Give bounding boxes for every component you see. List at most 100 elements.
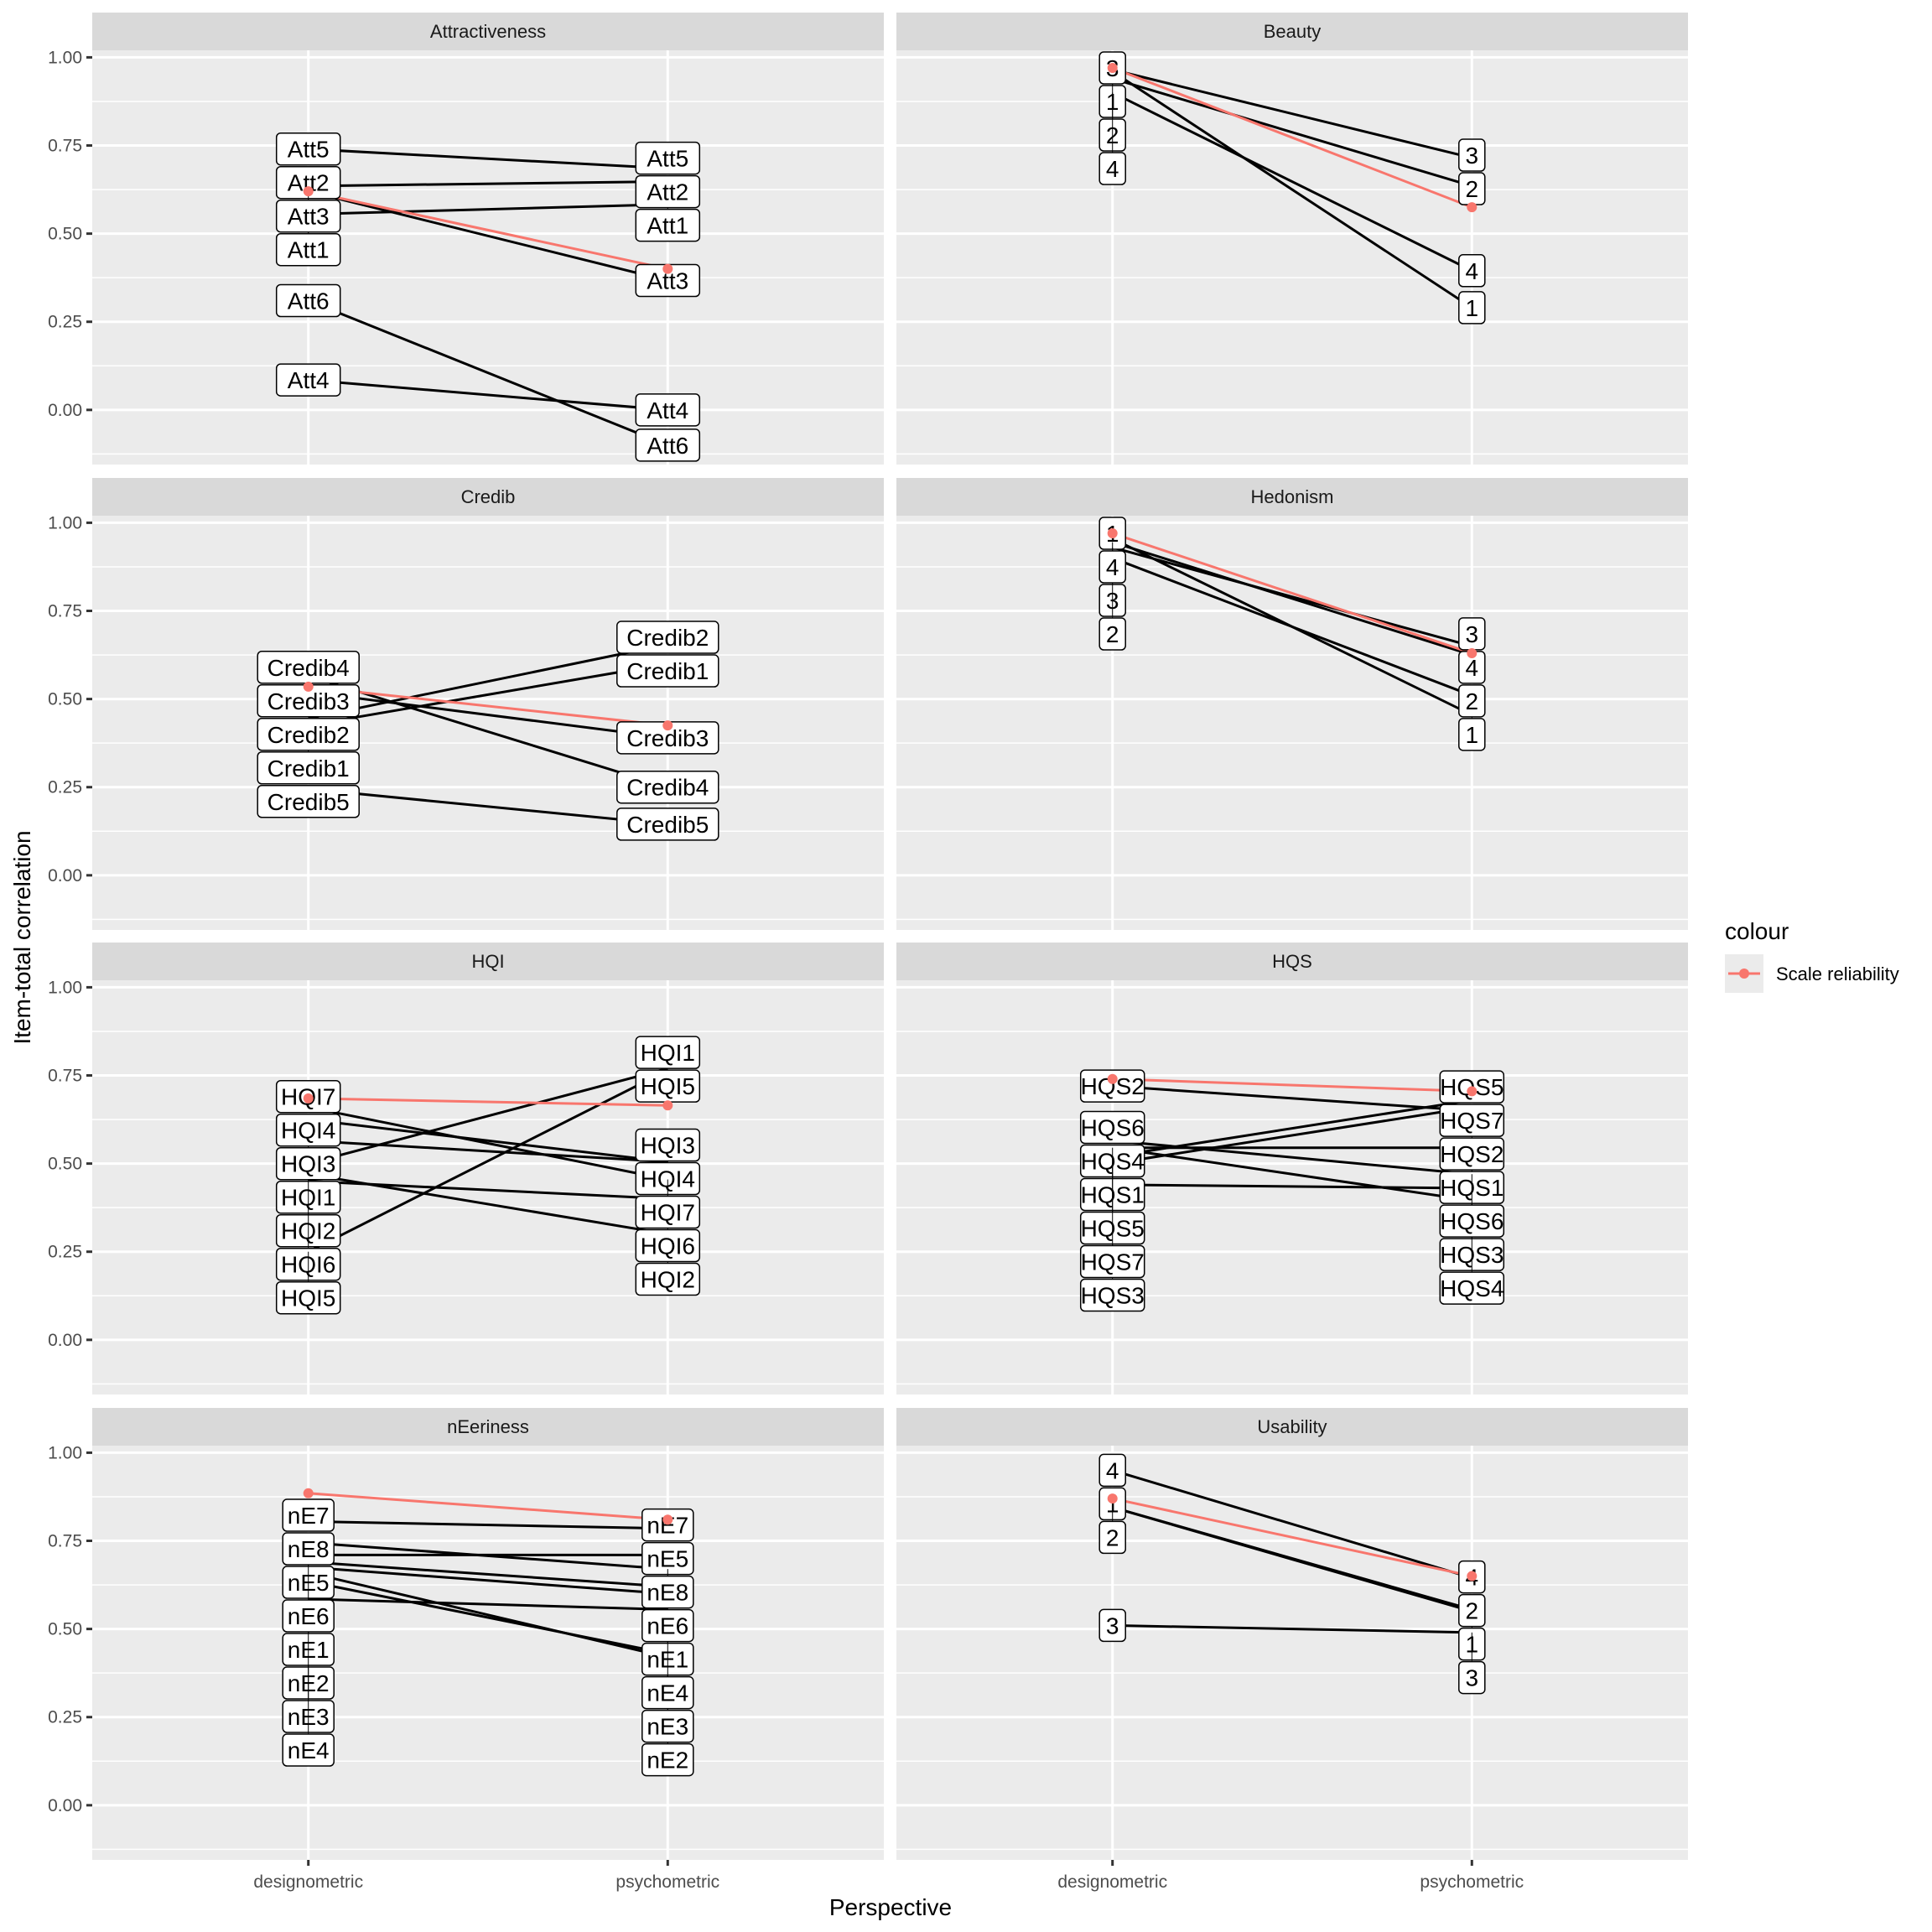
reliability-line bbox=[1112, 1078, 1472, 1093]
item-line-4 bbox=[1112, 1468, 1472, 1580]
item-label-box: Att2 bbox=[275, 165, 341, 200]
item-label-text: HQI7 bbox=[641, 1200, 695, 1226]
item-label-text: Credib2 bbox=[626, 625, 709, 651]
facet-strip bbox=[92, 13, 884, 50]
item-label-box: nE7 bbox=[641, 1508, 694, 1542]
item-label-box: nE4 bbox=[641, 1675, 694, 1710]
label-box-background bbox=[616, 654, 719, 688]
item-label-box: 2 bbox=[1098, 1520, 1126, 1555]
label-box-background bbox=[1458, 718, 1486, 751]
item-label-text: Att2 bbox=[647, 179, 688, 205]
item-label-text: HQI3 bbox=[281, 1151, 335, 1177]
item-label-box: 2 bbox=[1458, 172, 1486, 205]
item-label-box: 3 bbox=[1458, 138, 1486, 172]
item-label-box: nE5 bbox=[641, 1541, 694, 1576]
item-line-hqi5 bbox=[308, 1068, 668, 1254]
legend: colour Scale reliability bbox=[1725, 918, 1899, 993]
reliability-point bbox=[1107, 528, 1118, 539]
facet-strip-title: Beauty bbox=[1264, 21, 1322, 42]
legend-key-point bbox=[1739, 969, 1749, 979]
item-label-box: nE8 bbox=[641, 1575, 694, 1609]
item-line-ne1 bbox=[308, 1566, 668, 1596]
reliability-line bbox=[308, 1492, 668, 1521]
item-label-text: nE8 bbox=[288, 1536, 330, 1562]
item-line-att5 bbox=[308, 148, 668, 170]
item-label-text: Credib5 bbox=[267, 789, 350, 815]
reliability-line bbox=[1112, 1497, 1472, 1578]
item-label-text: HQI6 bbox=[641, 1233, 695, 1259]
item-line-hqs6 bbox=[1112, 1139, 1472, 1176]
facet-panel-beauty: Beauty12341234 bbox=[896, 13, 1688, 465]
reliability-point bbox=[303, 1093, 314, 1104]
label-box-background bbox=[1439, 1104, 1505, 1137]
item-label-text: 2 bbox=[1465, 688, 1478, 714]
facet-strip bbox=[92, 1408, 884, 1446]
item-label-box: HQI2 bbox=[635, 1262, 701, 1296]
item-label-text: HQI4 bbox=[281, 1118, 335, 1144]
x-axis-title: Perspective bbox=[829, 1894, 952, 1920]
label-box-background bbox=[616, 621, 719, 654]
item-label-text: 3 bbox=[1465, 1665, 1478, 1691]
item-label-box: HQI6 bbox=[635, 1228, 701, 1263]
label-box-background bbox=[275, 1280, 341, 1315]
item-label-box: 3 bbox=[1458, 1660, 1486, 1695]
x-tick-label: designometric bbox=[253, 1872, 363, 1892]
label-box-background bbox=[635, 141, 701, 175]
item-line-att2 bbox=[308, 179, 668, 188]
label-box-background bbox=[635, 174, 701, 209]
item-line-hqi7 bbox=[308, 1105, 668, 1182]
y-tick-label: 0.75 bbox=[48, 1532, 82, 1551]
label-box-background bbox=[275, 132, 341, 166]
item-label-box: Credib5 bbox=[257, 785, 360, 818]
item-label-text: HQI5 bbox=[641, 1073, 695, 1099]
item-line-credib3 bbox=[308, 690, 668, 740]
item-label-box: 4 bbox=[1458, 254, 1486, 288]
item-line-hqs7 bbox=[1112, 1105, 1472, 1166]
y-tick-label: 1.00 bbox=[48, 513, 82, 532]
panel-background bbox=[92, 516, 884, 930]
item-line-ne8 bbox=[308, 1541, 668, 1571]
label-box-background bbox=[1098, 550, 1126, 584]
item-label-text: HQI1 bbox=[641, 1040, 695, 1066]
label-box-background bbox=[641, 1508, 694, 1542]
y-tick-label: 1.00 bbox=[48, 978, 82, 997]
item-label-box: nE4 bbox=[282, 1733, 335, 1767]
item-label-text: 1 bbox=[1465, 295, 1478, 321]
item-label-box: HQS4 bbox=[1439, 1271, 1505, 1305]
item-label-text: 4 bbox=[1465, 655, 1478, 681]
item-label-box: HQS7 bbox=[1079, 1244, 1145, 1279]
label-box-background bbox=[1098, 1520, 1126, 1555]
reliability-line bbox=[308, 190, 668, 271]
item-label-text: Att3 bbox=[288, 204, 330, 230]
label-box-background bbox=[1458, 1660, 1486, 1695]
item-label-box: Att3 bbox=[275, 199, 341, 233]
facet-strip bbox=[896, 943, 1688, 980]
item-line-hqs2 bbox=[1112, 1084, 1472, 1113]
item-line-2 bbox=[1112, 77, 1472, 188]
label-box-background bbox=[257, 751, 360, 785]
y-tick-label: 0.75 bbox=[48, 1067, 82, 1086]
item-label-box: 3 bbox=[1098, 1608, 1126, 1643]
y-tick-label: 1.00 bbox=[48, 48, 82, 67]
label-box-background bbox=[275, 199, 341, 233]
item-label-box: Att6 bbox=[635, 428, 701, 462]
label-box-background bbox=[1458, 254, 1486, 288]
item-label-text: HQI5 bbox=[281, 1285, 335, 1311]
label-box-background bbox=[282, 1532, 335, 1566]
panel-background bbox=[92, 50, 884, 465]
item-line-hqi1 bbox=[308, 1067, 668, 1166]
item-label-box: HQS3 bbox=[1079, 1278, 1145, 1312]
label-box-background bbox=[1439, 1271, 1505, 1305]
item-label-box: HQS2 bbox=[1439, 1137, 1505, 1171]
item-label-box: HQI1 bbox=[635, 1036, 701, 1069]
item-label-text: 3 bbox=[1106, 1613, 1119, 1639]
legend-title: colour bbox=[1725, 918, 1789, 944]
item-label-box: Credib5 bbox=[616, 808, 719, 841]
item-label-box: Att4 bbox=[635, 393, 701, 427]
y-tick-label: 0.25 bbox=[48, 778, 82, 797]
item-label-text: nE8 bbox=[647, 1580, 688, 1606]
label-box-background bbox=[1098, 1608, 1126, 1643]
reliability-line bbox=[308, 685, 668, 727]
